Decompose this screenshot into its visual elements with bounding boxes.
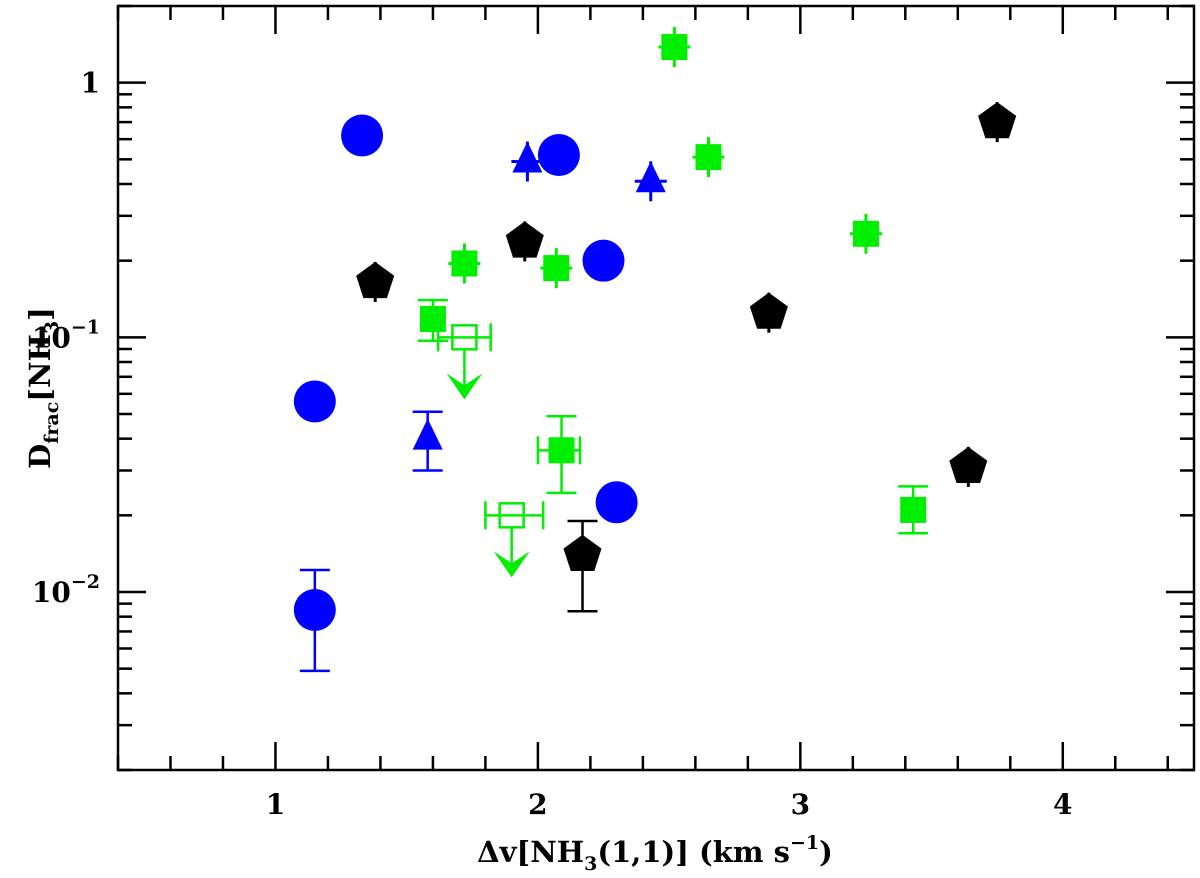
data-point-square [898, 485, 929, 535]
square-marker [852, 220, 879, 247]
data-point-open-square-upper-limit [436, 323, 492, 400]
circle-marker [595, 481, 638, 524]
data-point-triangle [511, 141, 544, 182]
tick-labels: 1 2 3 4 1 10−1 10−2 [32, 67, 1073, 821]
data-point-pentagon [356, 261, 395, 302]
data-point-square [540, 248, 573, 289]
data-point-open-square-upper-limit [484, 501, 545, 578]
x-axis-label: Δv[NH3(1,1)] (km s−1) [477, 832, 833, 875]
data-point-square [692, 137, 725, 178]
data-point-circle [293, 568, 336, 673]
data-point-square [536, 414, 582, 495]
data-point-triangle [634, 161, 667, 202]
plot-frame [116, 4, 1196, 772]
x-tick-label: 1 [266, 788, 285, 821]
square-marker [661, 34, 688, 61]
data-point-circle [293, 380, 336, 423]
circle-marker [582, 239, 625, 282]
data-point-circle [582, 239, 625, 282]
data-point-pentagon [749, 292, 788, 333]
data-point-circle [341, 114, 384, 157]
data-point-pentagon [563, 519, 602, 613]
pentagon-marker [563, 534, 602, 571]
data-point-circle [595, 481, 638, 524]
x-tick-label: 4 [1053, 788, 1072, 821]
data-point-pentagon [949, 446, 988, 487]
data-point-square [417, 298, 448, 342]
square-marker [543, 255, 570, 282]
square-marker [900, 496, 927, 523]
x-tick-label: 2 [528, 788, 547, 821]
data-point-square [448, 243, 481, 284]
axis-ticks [116, 4, 1194, 772]
square-marker [419, 306, 446, 333]
y-tick-label: 10−2 [32, 571, 100, 609]
y-axis-label: Dfrac[NH3] [23, 307, 63, 469]
data-marks [293, 27, 1017, 673]
data-point-triangle [412, 410, 443, 472]
circle-marker [293, 380, 336, 423]
pentagon-marker [949, 446, 988, 483]
data-point-circle [537, 133, 580, 176]
upper-limit-arrowhead [493, 551, 530, 578]
x-tick-label: 3 [791, 788, 810, 821]
data-point-pentagon [978, 102, 1017, 143]
y-tick-label: 10−1 [32, 316, 100, 354]
pentagon-marker [505, 221, 544, 258]
circle-marker [341, 114, 384, 157]
pentagon-marker [978, 102, 1017, 139]
triangle-marker [512, 141, 543, 173]
square-marker [695, 144, 722, 171]
triangle-marker [635, 161, 666, 193]
pentagon-marker [356, 261, 395, 299]
upper-limit-arrowhead [446, 373, 483, 400]
data-point-square [849, 213, 882, 254]
square-marker [451, 250, 478, 277]
y-tick-label: 1 [81, 67, 100, 100]
triangle-marker [412, 418, 443, 450]
square-marker [548, 437, 575, 464]
pentagon-marker [749, 292, 788, 329]
circle-marker [293, 588, 336, 631]
data-point-pentagon [505, 221, 544, 262]
circle-marker [537, 133, 580, 176]
data-point-square [658, 27, 691, 68]
